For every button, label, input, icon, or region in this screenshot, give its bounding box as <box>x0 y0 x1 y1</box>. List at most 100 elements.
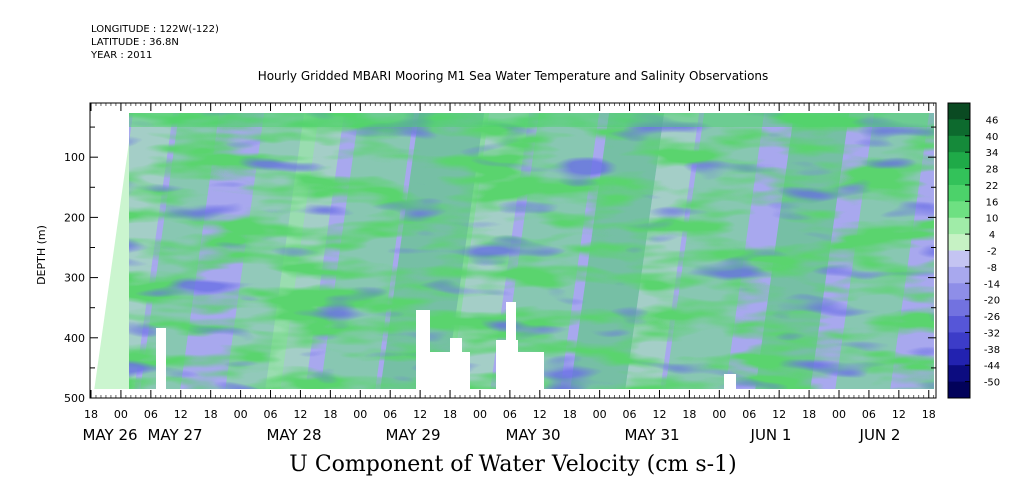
colorbar-label: -38 <box>984 345 1000 356</box>
x-tick-label: 18 <box>922 408 936 421</box>
x-date-label: MAY 27 <box>147 426 202 444</box>
x-tick-label: 00 <box>234 408 248 421</box>
colorbar-label: 22 <box>986 181 999 192</box>
colorbar-label: -8 <box>987 263 997 274</box>
missing-data-area <box>416 310 430 389</box>
x-date-label: MAY 31 <box>624 426 679 444</box>
x-tick-label: 00 <box>353 408 367 421</box>
colorbar-swatch <box>948 234 970 251</box>
missing-data-area <box>724 374 736 389</box>
colorbar-label: -20 <box>984 296 1000 307</box>
x-date-label: MAY 26 <box>82 426 137 444</box>
x-date-label: MAY 28 <box>266 426 321 444</box>
colorbar-swatch <box>948 184 970 202</box>
plot-border <box>89 102 937 399</box>
colorbar-swatch <box>948 152 970 170</box>
x-tick-label: 12 <box>652 408 666 421</box>
colorbar-label: -50 <box>984 378 1000 389</box>
x-tick-label: 18 <box>84 408 98 421</box>
y-tick-label: 100 <box>64 151 85 164</box>
colorbar-swatch <box>948 266 970 284</box>
plot-frame <box>89 102 937 399</box>
colorbar-swatch <box>948 135 970 153</box>
chart-caption: U Component of Water Velocity (cm s-1) <box>289 452 737 477</box>
colorbar-label: 46 <box>986 115 999 126</box>
x-tick-label: 06 <box>264 408 278 421</box>
colorbar-swatch <box>948 381 970 399</box>
x-tick-label: 12 <box>413 408 427 421</box>
x-tick-label: 06 <box>503 408 517 421</box>
colorbar-label: -14 <box>984 279 1000 290</box>
missing-data-area <box>450 338 462 389</box>
x-date-label: JUN 1 <box>750 426 792 444</box>
x-tick-label: 00 <box>832 408 846 421</box>
x-axis: 18 00 06 12 18 00 06 12 18 00 06 12 18 00 06 12 18 00 06 12… <box>82 103 936 444</box>
missing-data-area <box>518 352 544 389</box>
x-tick-label: 00 <box>473 408 487 421</box>
colorbar-label: 34 <box>986 148 999 159</box>
x-tick-label: 12 <box>892 408 906 421</box>
x-tick-label: 18 <box>204 408 218 421</box>
colorbar-label: 28 <box>986 165 999 176</box>
x-date-label: JUN 2 <box>859 426 901 444</box>
x-tick-label: 18 <box>802 408 816 421</box>
year-label: YEAR : 2011 <box>91 50 153 61</box>
x-tick-label: 00 <box>712 408 726 421</box>
colorbar-swatch <box>948 217 970 235</box>
colorbar-label: -44 <box>984 361 1000 372</box>
colorbar-label: 16 <box>986 197 999 208</box>
y-axis-label: DEPTH (m) <box>35 225 48 285</box>
colorbar-label: 4 <box>989 230 995 241</box>
latitude-label: LATITUDE : 36.8N <box>91 37 179 48</box>
x-tick-label: 18 <box>563 408 577 421</box>
chart-title: Hourly Gridded MBARI Mooring M1 Sea Wate… <box>257 69 769 83</box>
y-axis: 100 200 300 400 500 <box>64 126 936 405</box>
x-tick-label: 00 <box>593 408 607 421</box>
heatmap-field <box>94 113 934 389</box>
x-tick-label: 12 <box>772 408 786 421</box>
x-tick-label: 12 <box>174 408 188 421</box>
colorbar-swatch <box>948 168 970 186</box>
y-tick-label: 300 <box>64 272 85 285</box>
x-tick-label: 06 <box>144 408 158 421</box>
x-date-label: MAY 29 <box>385 426 440 444</box>
colorbar-label: -2 <box>987 247 997 258</box>
colorbar-label: -32 <box>984 328 1000 339</box>
colorbar-label: 10 <box>986 214 999 225</box>
x-tick-label: 12 <box>293 408 307 421</box>
colorbar: 46 40 34 28 22 16 10 4 -2 -8 -14 -20 -26 -32 -38 -44 -50 <box>947 102 1000 399</box>
colorbar-swatch <box>948 103 970 120</box>
colorbar-swatch <box>948 348 970 366</box>
field-top-band <box>129 113 934 127</box>
x-tick-label: 18 <box>682 408 696 421</box>
colorbar-swatch <box>948 201 970 219</box>
missing-data-area <box>506 302 516 342</box>
missing-data-area <box>430 352 450 389</box>
colorbar-swatch <box>948 332 970 350</box>
x-date-label: MAY 30 <box>505 426 560 444</box>
colorbar-swatch <box>948 316 970 333</box>
field-blue-texture <box>129 113 934 389</box>
colorbar-label: -26 <box>984 312 1000 323</box>
y-tick-label: 500 <box>64 392 85 405</box>
missing-data-area <box>156 328 166 389</box>
x-tick-label: 12 <box>533 408 547 421</box>
x-tick-label: 18 <box>443 408 457 421</box>
colorbar-label: 40 <box>986 132 999 143</box>
colorbar-swatch <box>948 299 970 317</box>
colorbar-swatch <box>948 365 970 383</box>
x-tick-label: 06 <box>742 408 756 421</box>
x-tick-label: 06 <box>623 408 637 421</box>
x-tick-label: 00 <box>114 408 128 421</box>
missing-data-area <box>462 352 470 389</box>
x-tick-label: 06 <box>383 408 397 421</box>
x-tick-label: 06 <box>862 408 876 421</box>
longitude-label: LONGITUDE : 122W(-122) <box>91 24 219 35</box>
y-tick-label: 400 <box>64 332 85 345</box>
x-tick-label: 18 <box>323 408 337 421</box>
colorbar-swatch <box>948 283 970 301</box>
colorbar-swatch <box>948 119 970 137</box>
y-tick-label: 200 <box>64 211 85 224</box>
colorbar-swatch <box>948 250 970 268</box>
